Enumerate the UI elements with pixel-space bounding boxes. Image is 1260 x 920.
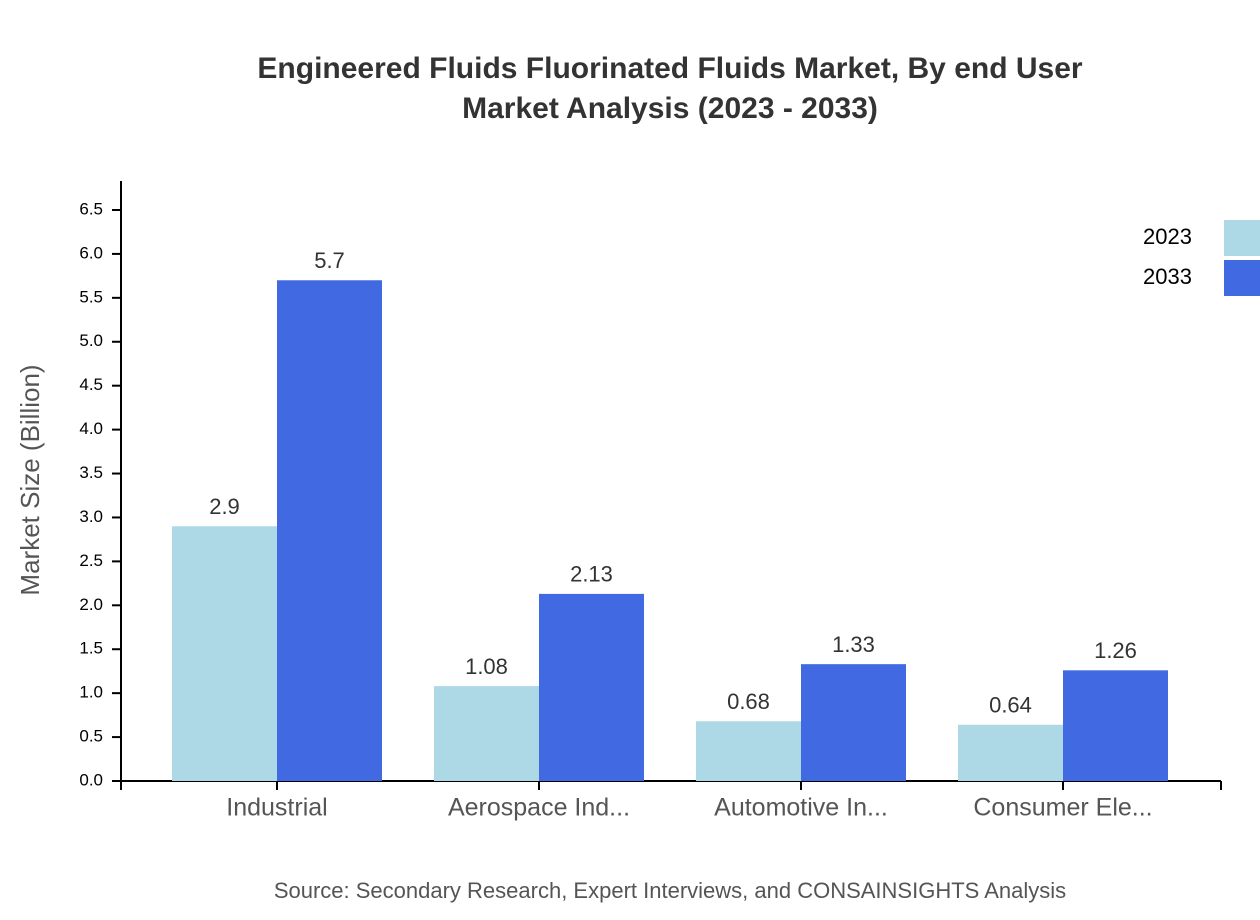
y-tick-label: 1.5 <box>79 639 103 658</box>
y-tick-label: 5.5 <box>79 287 103 306</box>
y-axis-label: Market Size (Billion) <box>15 364 45 595</box>
value-label: 5.7 <box>314 248 345 273</box>
value-label: 0.64 <box>989 693 1032 718</box>
bar <box>539 593 644 781</box>
value-label: 0.68 <box>727 689 770 714</box>
y-tick-label: 3.0 <box>79 507 103 526</box>
legend-swatch <box>1224 220 1260 256</box>
x-tick-label: Automotive In... <box>714 794 888 822</box>
y-tick-label: 6.5 <box>79 199 103 218</box>
y-tick-label: 0.0 <box>79 770 103 789</box>
bar <box>1063 670 1168 781</box>
bar <box>277 280 382 781</box>
value-label: 2.9 <box>209 494 240 519</box>
bar <box>958 724 1063 781</box>
source-note: Source: Secondary Research, Expert Inter… <box>274 878 1066 903</box>
value-label: 1.08 <box>465 654 508 679</box>
y-tick-label: 4.5 <box>79 375 103 394</box>
value-label: 1.33 <box>832 632 875 657</box>
y-tick-label: 0.5 <box>79 727 103 746</box>
y-tick-label: 4.0 <box>79 419 103 438</box>
bar <box>172 526 277 781</box>
bar <box>696 721 801 781</box>
x-tick-label: Consumer Ele... <box>973 794 1152 822</box>
legend-label: 2033 <box>1143 264 1192 289</box>
value-label: 2.13 <box>570 562 613 587</box>
legend-label: 2023 <box>1143 224 1192 249</box>
chart-title: Market Analysis (2023 - 2033) <box>462 92 878 125</box>
y-tick-label: 5.0 <box>79 331 103 350</box>
x-tick-label: Aerospace Ind... <box>448 794 630 822</box>
legend-swatch <box>1224 260 1260 296</box>
bar <box>801 664 906 781</box>
y-tick-label: 1.0 <box>79 683 103 702</box>
bar <box>434 686 539 781</box>
y-tick-label: 6.0 <box>79 243 103 262</box>
y-tick-label: 2.0 <box>79 595 103 614</box>
value-label: 1.26 <box>1094 638 1137 663</box>
chart-title: Engineered Fluids Fluorinated Fluids Mar… <box>257 52 1082 85</box>
x-tick-label: Industrial <box>226 794 327 822</box>
y-tick-label: 2.5 <box>79 551 103 570</box>
y-tick-label: 3.5 <box>79 463 103 482</box>
